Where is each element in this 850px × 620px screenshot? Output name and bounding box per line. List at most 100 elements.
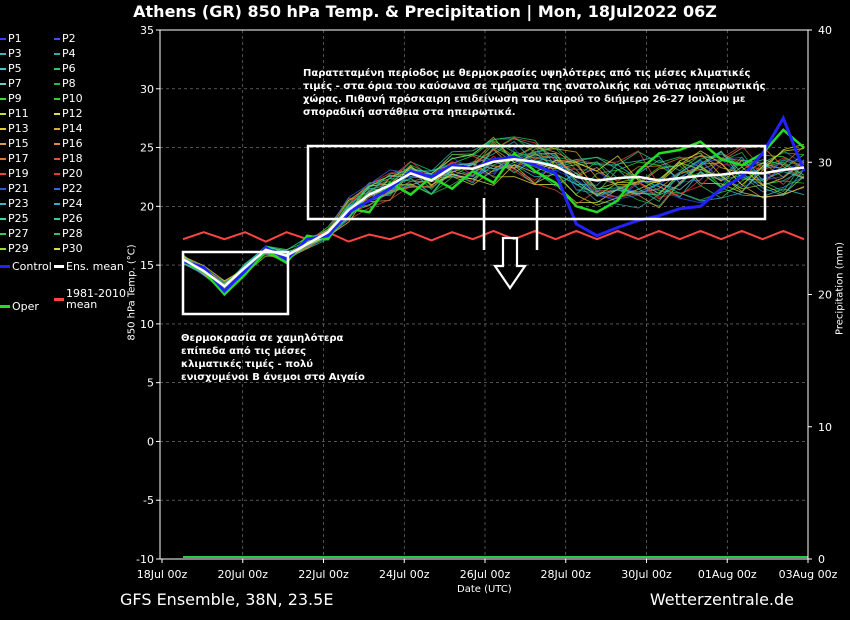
legend-label: P30: [62, 242, 83, 255]
legend-label: P13: [8, 122, 29, 135]
legend-label: Oper: [12, 300, 39, 313]
legend-item: P25: [0, 212, 29, 225]
member-line-P13: [182, 158, 805, 293]
legend-swatch: [0, 247, 6, 250]
legend-item: P14: [54, 122, 83, 135]
legend-swatch: [54, 52, 60, 55]
model-info: GFS Ensemble, 38N, 23.5E: [120, 590, 334, 609]
legend-item: P12: [54, 107, 83, 120]
legend-item: P3: [0, 47, 22, 60]
legend-item: P6: [54, 62, 76, 75]
legend-swatch: [54, 157, 60, 160]
legend-label: P27: [8, 227, 29, 240]
legend-label: P11: [8, 107, 29, 120]
legend-item: P23: [0, 197, 29, 210]
legend-label: P12: [62, 107, 83, 120]
legend-item: P27: [0, 227, 29, 240]
legend-label: P10: [62, 92, 83, 105]
member-line-P22: [182, 150, 805, 283]
legend-label: P5: [8, 62, 22, 75]
legend-item: P7: [0, 77, 22, 90]
legend-swatch: [54, 172, 60, 175]
y-tick-label: 10: [140, 318, 154, 331]
legend-label: P24: [62, 197, 83, 210]
y-tick-label: 30: [140, 83, 154, 96]
legend-item: P20: [54, 167, 83, 180]
legend-swatch: [54, 297, 64, 301]
legend-swatch: [0, 217, 6, 220]
legend-swatch: [0, 232, 6, 235]
member-line-P17: [182, 146, 805, 285]
legend-label: P8: [62, 77, 76, 90]
legend-item: P9: [0, 92, 22, 105]
y-tick-label: 0: [147, 435, 154, 448]
legend-swatch: [0, 142, 6, 145]
annotation-warm-period: Παρατεταμένη περίοδος με θερμοκρασίες υψ…: [303, 68, 766, 118]
x-tick-label: 30Jul 00z: [621, 568, 672, 581]
series-line-oper: [182, 128, 805, 297]
legend-swatch: [54, 202, 60, 205]
main-series: [182, 114, 806, 297]
y2-tick-label: 30: [818, 156, 832, 169]
x-tick-label: 01Aug 00z: [698, 568, 757, 581]
legend-swatch: [0, 82, 6, 85]
legend-label: P2: [62, 32, 76, 45]
member-line-P9: [182, 142, 805, 289]
member-line-P8: [182, 145, 805, 290]
y2-axis-label: Precipitation (mm): [834, 242, 846, 335]
legend-swatch: [0, 97, 6, 100]
legend-label: P14: [62, 122, 83, 135]
legend-item: P24: [54, 197, 83, 210]
legend-item: 1981-2010 mean: [54, 288, 126, 310]
legend-swatch: [0, 67, 6, 70]
down-arrow-icon: [492, 236, 528, 290]
legend-item: P11: [0, 107, 29, 120]
legend-swatch: [54, 112, 60, 115]
y-tick-label: -10: [136, 553, 154, 566]
legend-label: P15: [8, 137, 29, 150]
legend-item: P10: [54, 92, 83, 105]
y2-tick-label: 10: [818, 421, 832, 434]
x-axis-label: Date (UTC): [457, 584, 512, 595]
legend-item: P19: [0, 167, 29, 180]
legend-swatch: [0, 157, 6, 160]
legend-swatch: [54, 37, 60, 40]
legend-item: P2: [54, 32, 76, 45]
chart-title: Athens (GR) 850 hPa Temp. & Precipitatio…: [133, 2, 717, 21]
y-tick-label: 35: [140, 24, 154, 37]
y2-tick-label: 20: [818, 289, 832, 302]
annotation-cold-period: Θερμοκρασία σε χαμηλότερα επίπεδα από τι…: [181, 333, 365, 383]
legend-item: P15: [0, 137, 29, 150]
annotation-boxes: [181, 144, 767, 316]
x-tick-label: 20Jul 00z: [217, 568, 268, 581]
legend-item: P16: [54, 137, 83, 150]
legend-swatch: [54, 67, 60, 70]
x-tick-label: 18Jul 00z: [137, 568, 188, 581]
x-tick-label: 24Jul 00z: [379, 568, 430, 581]
legend-swatch: [0, 172, 6, 175]
legend-swatch: [54, 247, 60, 250]
series-line-control: [182, 114, 806, 294]
legend-label: P6: [62, 62, 76, 75]
legend-swatch: [0, 112, 6, 115]
y-tick-label: 5: [147, 377, 154, 390]
y-tick-label: 15: [140, 259, 154, 272]
x-tick-label: 22Jul 00z: [298, 568, 349, 581]
legend-label: P19: [8, 167, 29, 180]
legend-label: P16: [62, 137, 83, 150]
legend-swatch: [0, 305, 10, 308]
legend-label: P17: [8, 152, 29, 165]
legend-item: P17: [0, 152, 29, 165]
legend-swatch: [0, 187, 6, 190]
legend-item: Oper: [0, 300, 39, 313]
legend-swatch: [0, 202, 6, 205]
legend-swatch: [54, 187, 60, 190]
legend-swatch: [54, 265, 64, 268]
cold-period-box: [181, 250, 290, 316]
legend-swatch: [54, 232, 60, 235]
legend-item: P8: [54, 77, 76, 90]
legend-item: P13: [0, 122, 29, 135]
x-tick-label: 28Jul 00z: [540, 568, 591, 581]
legend-label: P21: [8, 182, 29, 195]
series-line-ens-mean: [182, 158, 805, 288]
